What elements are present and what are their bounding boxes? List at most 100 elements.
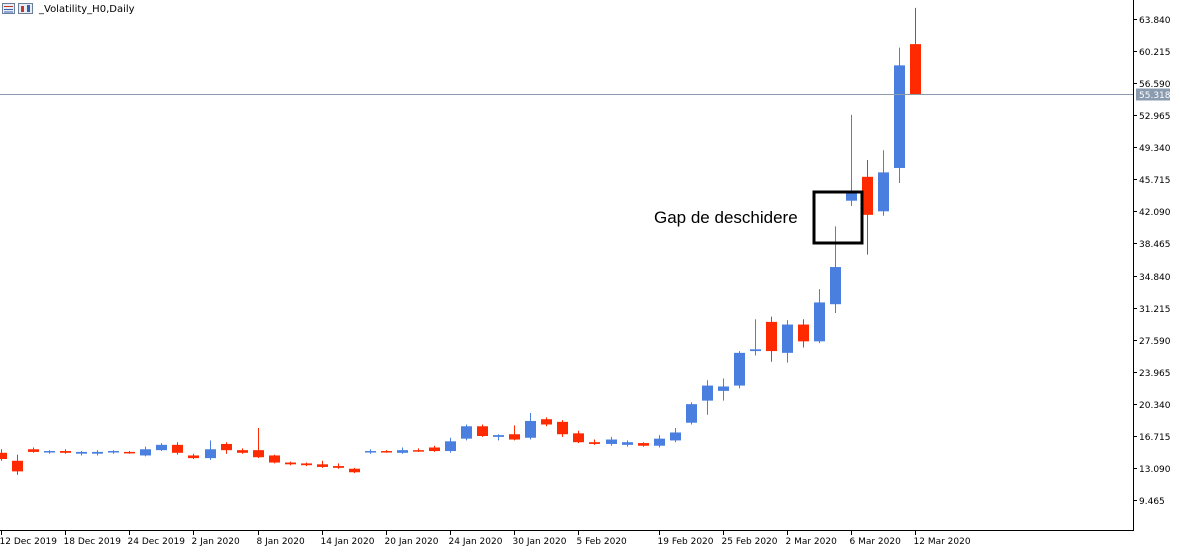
- candle-bull: [814, 289, 825, 344]
- candle-bear: [221, 442, 232, 454]
- candle-body: [798, 324, 809, 342]
- candle-bull: [92, 450, 103, 456]
- candle-bull: [606, 436, 617, 446]
- current-price-tag: [1136, 88, 1170, 101]
- candle-series: [0, 7, 921, 475]
- candle-body: [0, 452, 7, 459]
- candle-body: [205, 449, 216, 459]
- candle-bull: [750, 319, 761, 356]
- candle-body: [413, 450, 424, 452]
- gap-annotation-box: [812, 190, 864, 245]
- candle-bull: [782, 320, 793, 363]
- candle-body: [670, 432, 681, 441]
- candle-bear: [269, 454, 280, 464]
- candle-bull: [894, 47, 905, 184]
- candle-bull: [108, 450, 119, 454]
- candle-bull: [622, 440, 633, 447]
- candle-bull: [525, 412, 536, 440]
- candle-bear: [766, 316, 777, 362]
- x-tick-label: 2 Mar 2020: [786, 537, 838, 547]
- candle-bear: [60, 449, 71, 454]
- current-price-line-group: 55.318: [0, 88, 1171, 101]
- candle-body: [172, 444, 183, 453]
- candle-body: [44, 451, 55, 453]
- candle-body: [108, 451, 119, 453]
- candle-body: [349, 468, 360, 473]
- y-tick-label: 42.090: [1139, 208, 1171, 218]
- candle-bear: [573, 430, 584, 444]
- candle-body: [477, 426, 488, 436]
- y-tick-label: 60.215: [1139, 48, 1171, 58]
- candle-bear: [589, 439, 600, 445]
- candle-body: [429, 447, 440, 452]
- candle-body: [573, 433, 584, 443]
- price-axis: 63.840 60.215 56.590 52.965 49.340 45.715 42.0…: [1133, 16, 1171, 507]
- candle-body: [140, 449, 151, 456]
- candle-bear: [237, 448, 248, 454]
- candle-bear: [862, 160, 873, 255]
- candle-body: [846, 191, 857, 201]
- candle-bear: [381, 450, 392, 453]
- candle-bear: [798, 319, 809, 348]
- x-tick-label: 2 Jan 2020: [192, 537, 240, 547]
- candle-body: [830, 267, 841, 305]
- candle-body: [301, 463, 312, 466]
- candle-body: [221, 443, 232, 451]
- candle-body: [381, 451, 392, 453]
- candle-body: [766, 321, 777, 352]
- candle-body: [188, 455, 199, 459]
- x-tick-label: 24 Dec 2019: [128, 537, 186, 547]
- y-tick-label: 38.465: [1139, 240, 1171, 250]
- chart-properties-icon[interactable]: [18, 3, 33, 14]
- candle-bull: [156, 443, 167, 452]
- candle-body: [461, 426, 472, 439]
- x-tick-label: 19 Feb 2020: [658, 537, 714, 547]
- candle-bear: [910, 7, 921, 95]
- candle-body: [862, 176, 873, 215]
- candle-bull: [445, 437, 456, 453]
- candle-body: [269, 455, 280, 463]
- candle-body: [509, 434, 520, 440]
- candle-body: [702, 385, 713, 401]
- candle-body: [76, 451, 87, 454]
- y-tick-label: 27.590: [1139, 337, 1171, 347]
- candle-body: [156, 444, 167, 451]
- candle-bull: [670, 428, 681, 443]
- y-tick-label: 34.840: [1139, 273, 1171, 283]
- candle-bear: [253, 428, 264, 459]
- candle-bull: [461, 424, 472, 441]
- candle-bull: [44, 450, 55, 454]
- y-tick-label: 45.715: [1139, 176, 1171, 186]
- candle-bull: [878, 150, 889, 216]
- candle-bull: [493, 434, 504, 441]
- candle-bull: [654, 435, 665, 448]
- candle-body: [589, 442, 600, 444]
- chart-window-icon[interactable]: [2, 3, 15, 14]
- candle-body: [606, 439, 617, 444]
- candle-body: [253, 450, 264, 458]
- candle-body: [317, 464, 328, 467]
- candle-body: [60, 451, 71, 453]
- candle-bear: [541, 417, 552, 427]
- x-tick-label: 6 Mar 2020: [850, 537, 902, 547]
- candle-body: [782, 324, 793, 353]
- candle-body: [285, 462, 296, 465]
- candle-bear: [349, 467, 360, 474]
- candle-body: [686, 404, 697, 423]
- chart-title: _Volatility_H0,Daily: [38, 4, 135, 15]
- candle-body: [28, 449, 39, 452]
- candle-bear: [477, 424, 488, 437]
- candle-body: [493, 435, 504, 437]
- candle-body: [750, 349, 761, 352]
- y-tick-label: 49.340: [1139, 144, 1171, 154]
- x-tick-label: 30 Jan 2020: [513, 537, 567, 547]
- candle-bear: [28, 447, 39, 453]
- candle-bear: [0, 449, 7, 461]
- candle-body: [557, 421, 568, 435]
- candle-bear: [188, 453, 199, 459]
- y-tick-label: 23.965: [1139, 369, 1171, 379]
- candle-bear: [12, 454, 23, 475]
- candle-body: [878, 172, 889, 212]
- candle-bear: [429, 445, 440, 452]
- x-tick-label: 8 Jan 2020: [257, 537, 305, 547]
